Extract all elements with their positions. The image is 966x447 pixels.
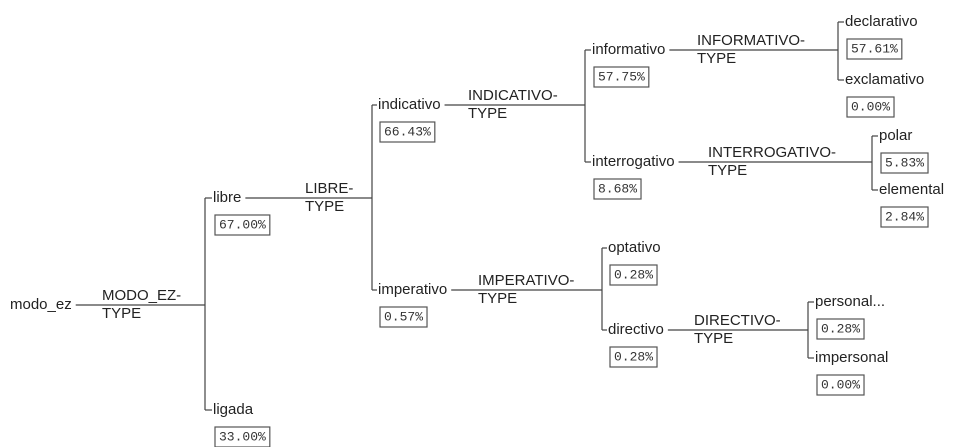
percent: 0.00% <box>851 99 890 114</box>
node-label: libre <box>213 189 241 206</box>
node-label: elemental <box>879 181 944 198</box>
system-type: IMPERATIVO- <box>478 272 574 289</box>
node-label: modo_ez <box>10 296 72 313</box>
percent: 57.61% <box>851 41 898 56</box>
system-type: INDICATIVO- <box>468 87 558 104</box>
percent-box <box>609 264 658 286</box>
system-type: MODO_EZ- <box>102 287 181 304</box>
percent-box <box>214 426 271 447</box>
node-label: interrogativo <box>592 153 675 170</box>
node-label: personal... <box>815 293 885 310</box>
system-subtype: TYPE <box>708 162 747 179</box>
system-subtype: TYPE <box>468 105 507 122</box>
percent-box <box>846 96 895 118</box>
percent-box <box>880 206 929 228</box>
system-subtype: TYPE <box>478 290 517 307</box>
percent-box <box>846 38 903 60</box>
percent: 5.83% <box>885 155 924 170</box>
system-type: LIBRE- <box>305 180 353 197</box>
percent: 67.00% <box>219 217 266 232</box>
percent: 0.57% <box>384 309 423 324</box>
node-label: optativo <box>608 239 661 256</box>
percent: 0.00% <box>821 377 860 392</box>
node-label: imperativo <box>378 281 447 298</box>
percent: 0.28% <box>614 267 653 282</box>
percent: 0.28% <box>614 349 653 364</box>
node-label: polar <box>879 127 912 144</box>
node-label: impersonal <box>815 349 888 366</box>
percent-box <box>379 121 436 143</box>
system-subtype: TYPE <box>102 305 141 322</box>
system-subtype: TYPE <box>694 330 733 347</box>
percent: 66.43% <box>384 124 431 139</box>
node-label: indicativo <box>378 96 441 113</box>
system-subtype: TYPE <box>305 198 344 215</box>
percent-box <box>214 214 271 236</box>
percent-box <box>593 178 642 200</box>
node-label: directivo <box>608 321 664 338</box>
percent: 0.28% <box>821 321 860 336</box>
percent-box <box>880 152 929 174</box>
percent-box <box>379 306 428 328</box>
system-type: INTERROGATIVO- <box>708 144 836 161</box>
percent: 33.00% <box>219 429 266 444</box>
percent-box <box>593 66 650 88</box>
percent-box <box>609 346 658 368</box>
node-label: ligada <box>213 401 254 418</box>
percent: 57.75% <box>598 69 645 84</box>
system-type: INFORMATIVO- <box>697 32 805 49</box>
node-label: informativo <box>592 41 665 58</box>
system-type: DIRECTIVO- <box>694 312 781 329</box>
percent-box <box>816 374 865 396</box>
system-subtype: TYPE <box>697 50 736 67</box>
node-label: exclamativo <box>845 71 924 88</box>
percent: 8.68% <box>598 181 637 196</box>
percent-box <box>816 318 865 340</box>
node-label: declarativo <box>845 13 918 30</box>
percent: 2.84% <box>885 209 924 224</box>
